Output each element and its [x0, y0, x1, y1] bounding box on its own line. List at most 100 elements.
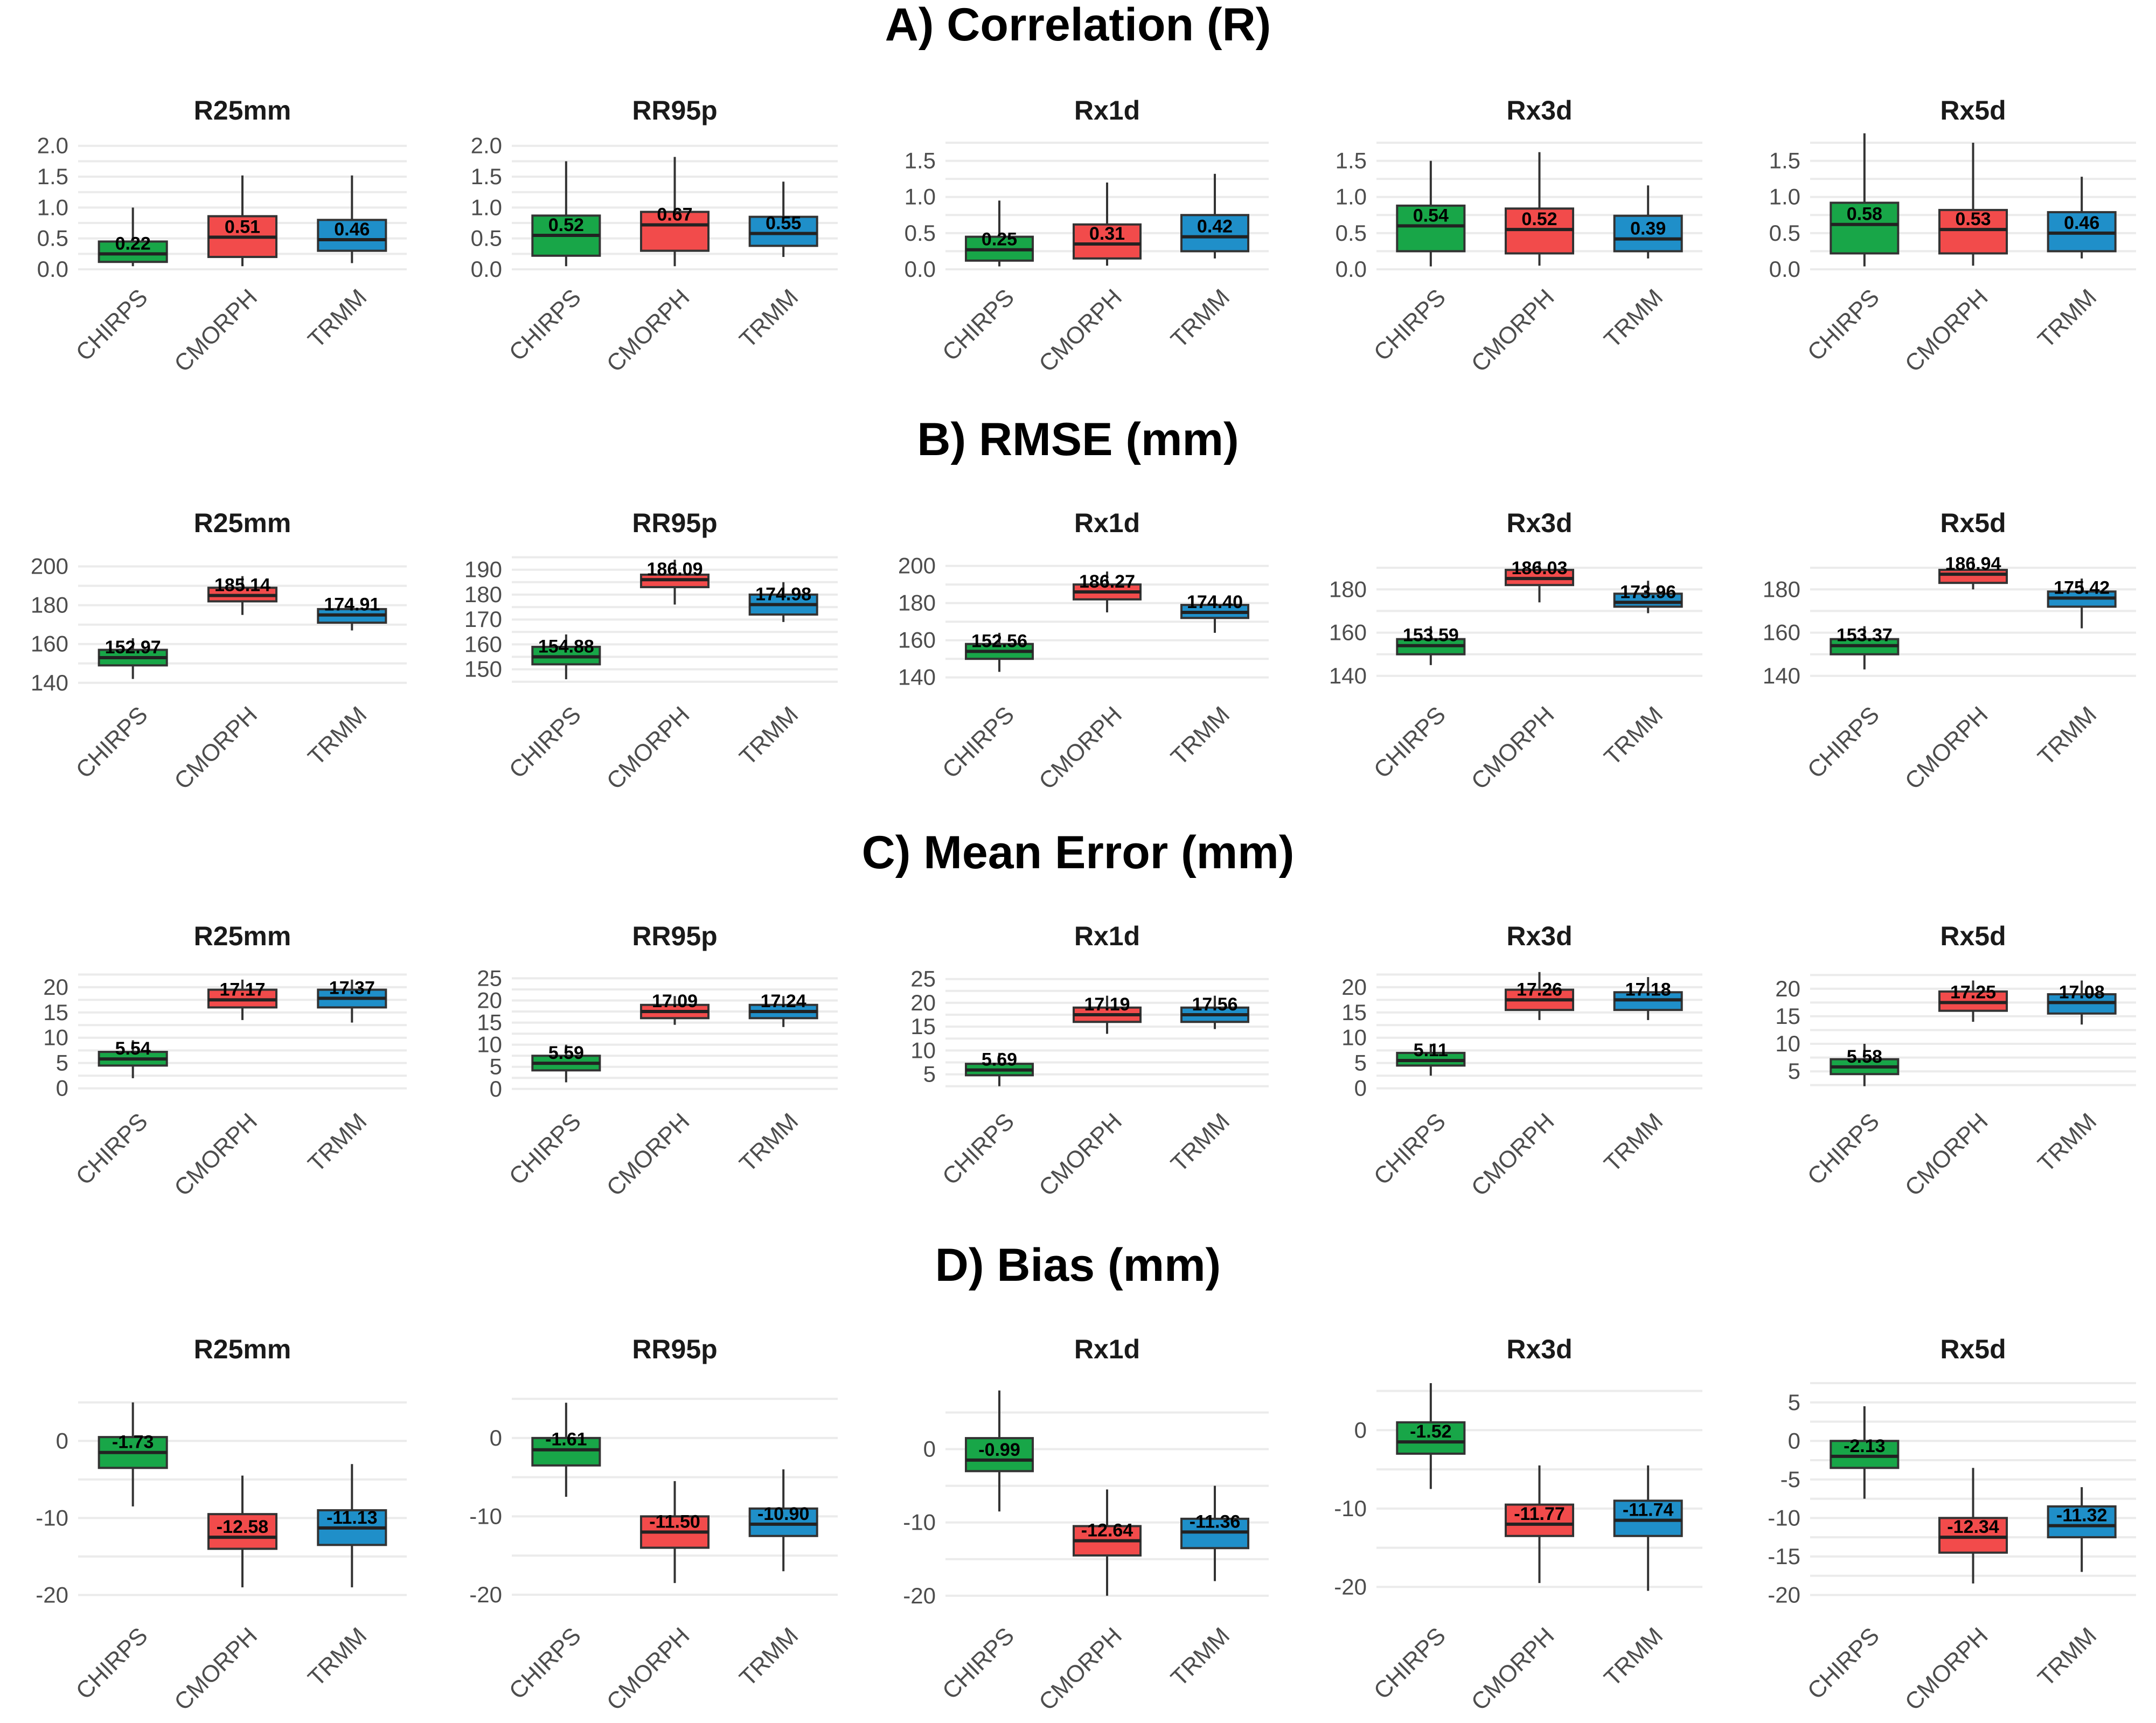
panel-title-rx3d: Rx3d: [1506, 921, 1572, 951]
y-tick-label: 0: [490, 1076, 502, 1101]
y-tick-label: 0: [1354, 1417, 1367, 1442]
x-tick-label-cmorph: CMORPH: [1466, 701, 1560, 794]
median-value-label-trmm: 0.55: [766, 213, 801, 234]
median-value-label-trmm: 0.42: [1197, 217, 1233, 237]
y-tick-label: 0.5: [1336, 220, 1367, 246]
y-tick-label: 5: [1354, 1050, 1367, 1076]
x-tick-label-trmm: TRMM: [2033, 1622, 2102, 1691]
x-tick-label-cmorph: CMORPH: [1034, 1108, 1127, 1201]
y-tick-label: 10: [1775, 1031, 1800, 1056]
box-trmm: [2047, 1505, 2117, 1539]
y-tick-label: 0: [56, 1428, 68, 1453]
y-tick-label: -10: [903, 1510, 936, 1535]
median-value-label-chirps: 5.59: [548, 1043, 584, 1063]
box-cmorph: [1938, 1517, 2008, 1554]
y-tick-label: 0.0: [1336, 256, 1367, 282]
median-value-label-trmm: 17.08: [2059, 982, 2105, 1002]
x-tick-label-chirps: CHIRPS: [937, 1108, 1019, 1190]
y-tick-label: 0: [1788, 1428, 1800, 1453]
box-trmm: [748, 1507, 818, 1537]
x-tick-label-cmorph: CMORPH: [1466, 1622, 1560, 1715]
y-tick-label: 160: [1763, 620, 1800, 645]
y-tick-label: 160: [898, 627, 936, 653]
panel-title-rx5d: Rx5d: [1940, 95, 2006, 125]
median-value-label-chirps: 152.56: [971, 631, 1027, 651]
y-tick-label: 1.5: [905, 148, 936, 173]
box-trmm: [1613, 1499, 1683, 1537]
median-value-label-cmorph: 17.25: [1950, 982, 1996, 1002]
median-value-label-trmm: 0.46: [334, 219, 370, 240]
x-tick-label-trmm: TRMM: [1166, 1622, 1235, 1691]
y-tick-label: 0: [1354, 1076, 1367, 1101]
median-value-label-chirps: 153.59: [1403, 625, 1459, 646]
x-tick-label-chirps: CHIRPS: [71, 701, 153, 783]
x-tick-label-cmorph: CMORPH: [1034, 701, 1127, 794]
median-value-label-cmorph: 17.09: [652, 991, 698, 1012]
y-tick-label: 0.0: [37, 256, 68, 282]
y-tick-label: -10: [1768, 1505, 1800, 1530]
x-tick-label-trmm: TRMM: [1599, 1108, 1668, 1177]
panel-title-r25mm: R25mm: [194, 508, 291, 538]
y-tick-label: 200: [31, 554, 68, 579]
x-tick-label-trmm: TRMM: [734, 1108, 803, 1177]
y-tick-label: 15: [1775, 1003, 1800, 1029]
x-tick-label-chirps: CHIRPS: [937, 1622, 1019, 1704]
panel-title-rx5d: Rx5d: [1940, 921, 2006, 951]
y-tick-label: 0: [490, 1425, 502, 1450]
y-tick-label: 1.0: [1336, 184, 1367, 210]
x-tick-label-trmm: TRMM: [1166, 284, 1235, 353]
x-tick-label-chirps: CHIRPS: [504, 1108, 586, 1190]
median-value-label-chirps: 0.25: [982, 229, 1017, 250]
y-tick-label: 2.0: [37, 133, 68, 158]
x-tick-label-chirps: CHIRPS: [1369, 1622, 1451, 1704]
x-tick-label-chirps: CHIRPS: [937, 701, 1019, 783]
x-tick-label-chirps: CHIRPS: [937, 284, 1019, 366]
median-value-label-cmorph: 17.17: [219, 979, 265, 1000]
x-tick-label-chirps: CHIRPS: [1803, 1108, 1884, 1190]
y-tick-label: 140: [31, 670, 68, 695]
panel-title-rr95p: RR95p: [632, 1334, 717, 1364]
y-tick-label: 150: [464, 657, 502, 682]
y-tick-label: -10: [469, 1503, 502, 1529]
panel-title-rx1d: Rx1d: [1074, 508, 1140, 538]
y-tick-label: 180: [1763, 576, 1800, 602]
y-tick-label: 15: [43, 1000, 68, 1025]
y-tick-label: 20: [43, 974, 68, 1000]
median-value-label-chirps: 153.37: [1837, 625, 1893, 646]
x-tick-label-cmorph: CMORPH: [1466, 284, 1560, 377]
y-tick-label: 0.5: [471, 226, 502, 251]
x-tick-label-cmorph: CMORPH: [602, 284, 695, 377]
y-tick-label: 15: [1341, 1000, 1367, 1025]
box-cmorph: [1073, 223, 1142, 260]
y-tick-label: -15: [1768, 1544, 1800, 1569]
box-trmm: [1180, 214, 1249, 253]
y-tick-label: 25: [910, 966, 936, 992]
x-tick-label-cmorph: CMORPH: [169, 1622, 262, 1715]
x-tick-label-trmm: TRMM: [2033, 1108, 2102, 1177]
median-value-label-chirps: 154.88: [538, 637, 594, 657]
y-tick-label: 1.0: [1769, 184, 1800, 210]
y-tick-label: 200: [898, 553, 936, 578]
x-tick-label-trmm: TRMM: [2033, 701, 2102, 770]
panel-title-rx3d: Rx3d: [1506, 1334, 1572, 1364]
panel-title-r25mm: R25mm: [194, 921, 291, 951]
median-value-label-chirps: -0.99: [978, 1440, 1020, 1460]
y-tick-label: 15: [477, 1010, 502, 1035]
x-tick-label-trmm: TRMM: [303, 1108, 372, 1177]
y-tick-label: -20: [36, 1582, 68, 1607]
y-tick-label: 170: [464, 606, 502, 632]
y-tick-label: 190: [464, 557, 502, 582]
y-tick-label: 0.0: [471, 256, 502, 282]
median-value-label-chirps: 5.58: [1847, 1047, 1882, 1067]
y-tick-label: 20: [1775, 976, 1800, 1001]
x-tick-label-chirps: CHIRPS: [504, 701, 586, 783]
median-value-label-trmm: 174.98: [755, 584, 811, 604]
x-tick-label-trmm: TRMM: [2033, 284, 2102, 353]
x-tick-label-cmorph: CMORPH: [1900, 284, 1993, 377]
median-value-label-chirps: 5.54: [115, 1038, 151, 1059]
median-value-label-trmm: 175.42: [2054, 577, 2110, 598]
y-tick-label: 180: [898, 590, 936, 616]
y-tick-label: 160: [1329, 620, 1367, 645]
section-title: D) Bias (mm): [935, 1239, 1221, 1291]
y-tick-label: 0.0: [905, 256, 936, 282]
